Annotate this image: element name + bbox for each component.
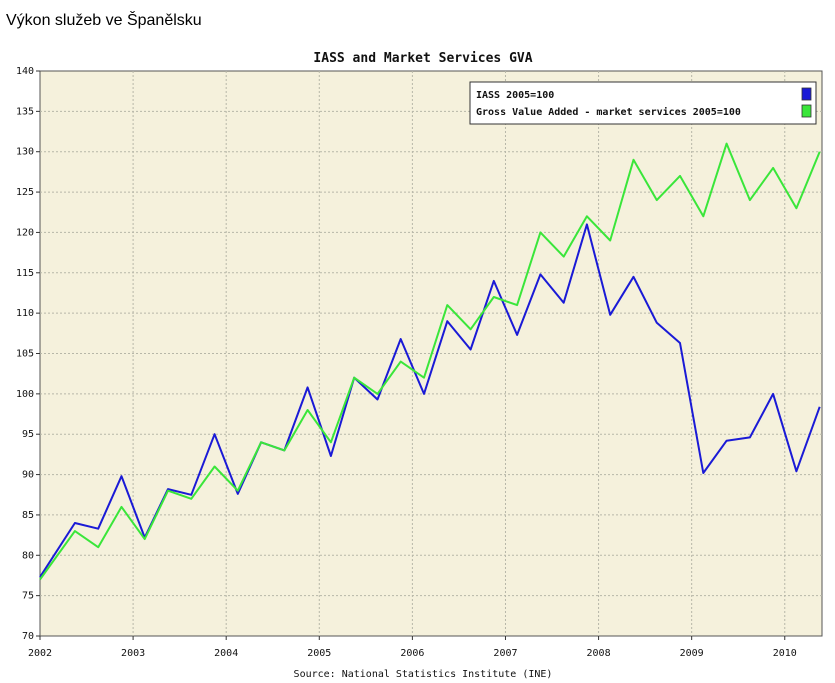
x-tick-label: 2003 — [121, 648, 145, 659]
y-tick-label: 90 — [22, 470, 34, 481]
y-tick-label: 120 — [16, 227, 34, 238]
series-lines — [39, 142, 821, 581]
series-line-2 — [39, 142, 821, 581]
y-tick-label: 95 — [22, 429, 34, 440]
y-tick-label: 135 — [16, 106, 34, 117]
x-tick-label: 2005 — [307, 648, 331, 659]
y-tick-label: 85 — [22, 510, 34, 521]
x-tick-label: 2002 — [28, 648, 52, 659]
y-tick-label: 125 — [16, 187, 34, 198]
x-tick-label: 2007 — [493, 648, 517, 659]
x-tick-label: 2006 — [400, 648, 424, 659]
legend: IASS 2005=100 Gross Value Added - market … — [469, 81, 817, 125]
legend-swatch — [801, 87, 812, 101]
y-tick-label: 105 — [16, 349, 34, 360]
chart-title: IASS and Market Services GVA — [313, 51, 532, 66]
axes: 70 75 80 85 90 95 100 105 110 115 120 125 130 135 140 2… — [16, 66, 797, 659]
y-tick-label: 110 — [16, 308, 34, 319]
legend-label: IASS 2005=100 — [476, 90, 554, 101]
x-tick-label: 2004 — [214, 648, 238, 659]
legend-label: Gross Value Added - market services 2005… — [476, 106, 741, 118]
x-tick-label: 2010 — [773, 648, 797, 659]
y-tick-label: 130 — [16, 147, 34, 158]
y-tick-label: 140 — [16, 66, 34, 77]
x-tick-label: 2009 — [680, 648, 704, 659]
page-heading: Výkon služeb ve Španělsku — [6, 12, 202, 29]
y-tick-label: 115 — [16, 268, 34, 279]
series-line-1 — [39, 223, 821, 578]
legend-box — [469, 81, 817, 125]
x-tick-label: 2008 — [587, 648, 611, 659]
legend-swatch — [801, 104, 812, 118]
y-tick-label: 75 — [22, 591, 34, 602]
y-tick-label: 80 — [22, 550, 34, 561]
y-tick-label: 100 — [16, 389, 34, 400]
y-tick-label: 70 — [22, 631, 34, 642]
chart-source: Source: National Statistics Institute (I… — [294, 669, 553, 680]
